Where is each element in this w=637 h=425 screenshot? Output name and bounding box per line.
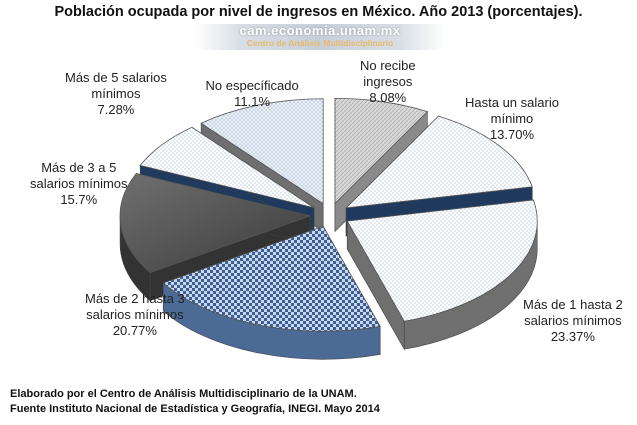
data-label-text: Hasta un salario [465,95,559,110]
data-label-hasta-un-salario: Hasta un salario mínimo 13.70% [465,95,559,143]
data-label-mas-de-5-salarios: Más de 5 salarios mínimos 7.28% [65,70,167,118]
chart-title: Población ocupada por nivel de ingresos … [54,4,583,20]
data-label-text: No recibe [360,58,416,73]
data-label-text: No específicado [205,78,299,93]
data-label-value: 8.08% [369,90,407,105]
data-label-text: Más de 3 a 5 [41,160,117,175]
source-line-1: Elaborado por el Centro de Análisis Mult… [10,388,357,400]
data-label-no-recibe-ingresos: No recibe ingresos 8.08% [360,58,416,106]
data-label-text: Más de 5 salarios [65,70,167,85]
data-label-value: 15.7% [60,192,98,207]
data-label-no-especificado: No específicado 11.1% [206,78,299,110]
data-label-text: salarios mínimos [524,313,622,328]
data-label-text: salarios mínimos [30,176,128,191]
data-label-mas-de-2-hasta-3: Más de 2 hasta 3 salarios mínimos 20.77% [85,291,185,339]
pie-slice-mas-de-2-hasta-3 [162,225,381,360]
watermark-subtitle: Centro de Análisis Multidisciplinario [246,38,394,48]
data-label-text: mínimos [91,86,141,101]
data-label-text: ingresos [363,74,413,89]
data-label-text: Más de 1 hasta 2 [523,297,623,312]
chart-source-note: Elaborado por el Centro de Análisis Mult… [10,387,380,417]
watermark-url: cam.economia.unam.mx [239,23,401,38]
data-label-text: salarios mínimos [86,307,184,322]
data-label-value: 7.28% [97,102,135,117]
data-label-value: 20.77% [112,323,157,338]
source-line-2: Fuente Instituto Nacional de Estadística… [10,403,380,415]
data-label-mas-de-1-hasta-2: Más de 1 hasta 2 salarios mínimos 23.37% [523,297,623,345]
pie-slice-mas-de-1-hasta-2 [346,199,538,351]
data-label-value: 13.70% [489,127,535,142]
data-label-value: 23.37% [550,329,595,344]
data-label-value: 11.1% [234,94,271,109]
watermark: cam.economia.unam.mx Centro de Análisis … [195,24,445,50]
data-label-text: mínimo [490,111,534,126]
data-label-mas-de-3-a-5: Más de 3 a 5 salarios mínimos 15.7% [30,160,128,208]
data-label-text: Más de 2 hasta 3 [85,291,185,306]
